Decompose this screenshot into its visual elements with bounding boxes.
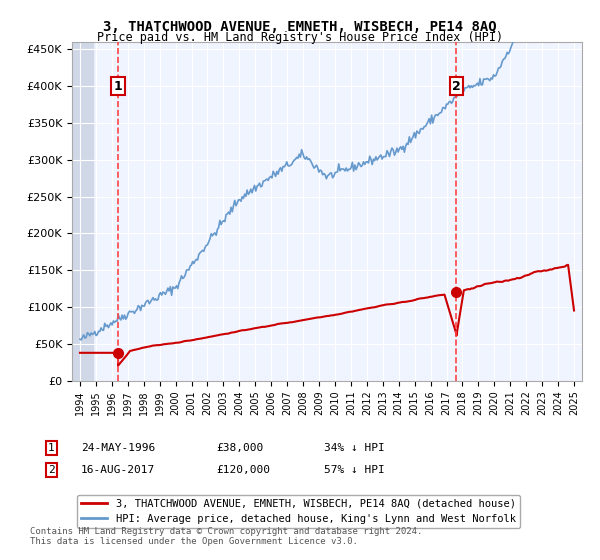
Text: 16-AUG-2017: 16-AUG-2017 — [81, 465, 155, 475]
Text: £38,000: £38,000 — [216, 443, 263, 453]
Text: 1: 1 — [48, 443, 55, 453]
Text: 57% ↓ HPI: 57% ↓ HPI — [324, 465, 385, 475]
Text: 3, THATCHWOOD AVENUE, EMNETH, WISBECH, PE14 8AQ: 3, THATCHWOOD AVENUE, EMNETH, WISBECH, P… — [103, 20, 497, 34]
Text: 2: 2 — [452, 80, 461, 92]
Text: Price paid vs. HM Land Registry's House Price Index (HPI): Price paid vs. HM Land Registry's House … — [97, 31, 503, 44]
Text: £120,000: £120,000 — [216, 465, 270, 475]
Text: Contains HM Land Registry data © Crown copyright and database right 2024.
This d: Contains HM Land Registry data © Crown c… — [30, 526, 422, 546]
Text: 2: 2 — [48, 465, 55, 475]
Text: 24-MAY-1996: 24-MAY-1996 — [81, 443, 155, 453]
Bar — [72, 42, 93, 381]
Legend: 3, THATCHWOOD AVENUE, EMNETH, WISBECH, PE14 8AQ (detached house), HPI: Average p: 3, THATCHWOOD AVENUE, EMNETH, WISBECH, P… — [77, 494, 520, 528]
Text: 1: 1 — [113, 80, 122, 92]
Text: 34% ↓ HPI: 34% ↓ HPI — [324, 443, 385, 453]
